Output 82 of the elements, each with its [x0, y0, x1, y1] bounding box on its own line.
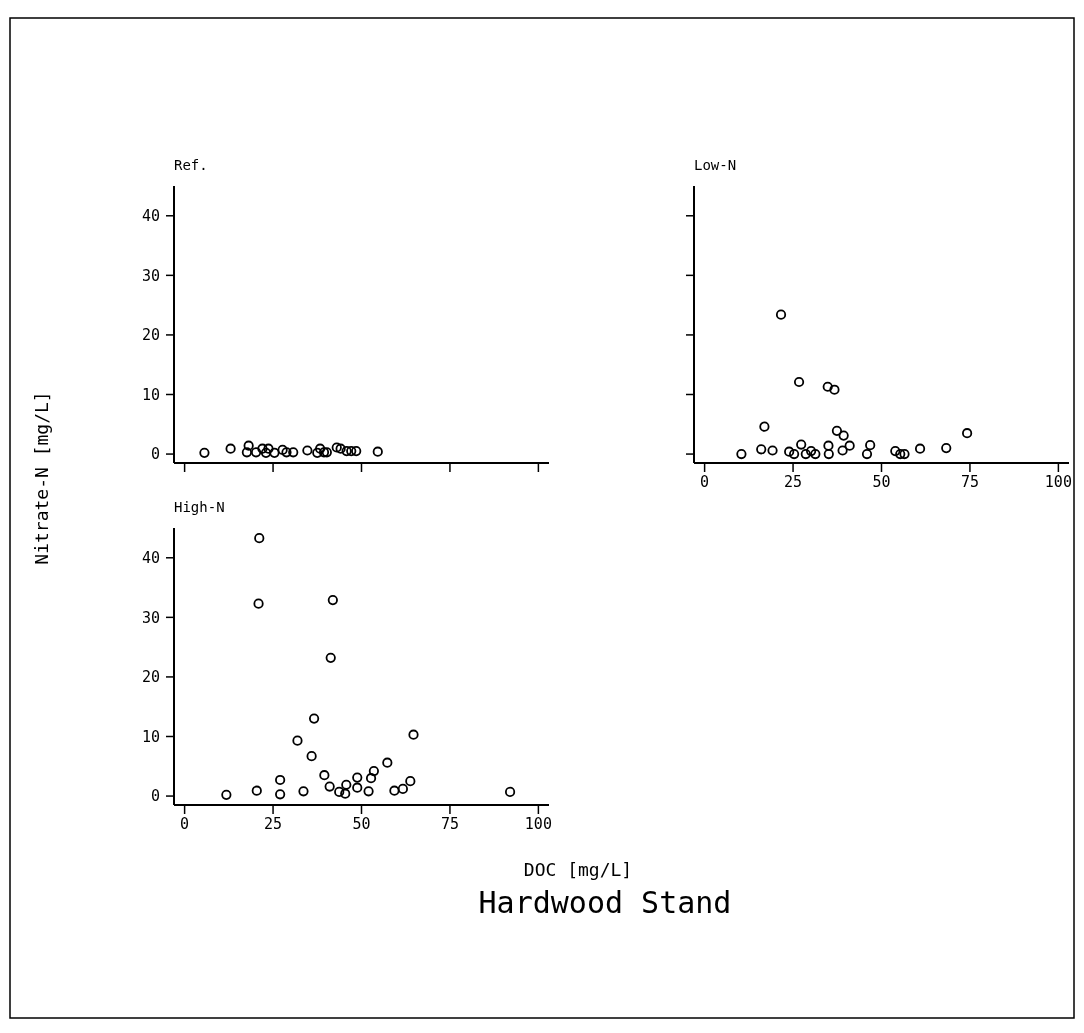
point	[756, 444, 767, 455]
point	[340, 788, 351, 799]
x-tick-label: 25	[784, 473, 803, 491]
point	[363, 786, 374, 797]
x-tick-label: 100	[524, 815, 552, 833]
x-tick-label: 75	[440, 815, 459, 833]
y-tick-label: 20	[141, 668, 160, 687]
point	[341, 779, 352, 790]
point	[767, 445, 778, 456]
chart-title: Low-N	[694, 157, 737, 173]
point	[275, 789, 286, 800]
x-tick-label: 0	[700, 473, 710, 491]
x-tick-label: 75	[960, 473, 979, 491]
x-tick-label: 100	[1044, 473, 1072, 491]
y-tick-label: 30	[141, 608, 160, 627]
point	[806, 445, 817, 457]
y-tick-label: 40	[141, 549, 160, 568]
chart-title: High-N	[174, 499, 225, 515]
text: Hardwood Stand	[478, 885, 732, 920]
y-tick-label: 0	[150, 787, 160, 806]
point	[800, 448, 811, 460]
point	[962, 428, 973, 439]
point	[789, 448, 800, 460]
point	[838, 430, 849, 441]
point	[251, 785, 262, 796]
point	[759, 421, 770, 432]
point	[793, 376, 805, 388]
point	[823, 448, 834, 460]
point	[822, 381, 833, 392]
point	[253, 598, 264, 609]
point	[319, 770, 330, 781]
point	[365, 773, 377, 784]
point	[408, 729, 419, 740]
point	[389, 785, 400, 796]
point	[775, 309, 787, 320]
point	[941, 443, 952, 454]
point	[334, 786, 345, 797]
y-tick-label: 30	[141, 266, 160, 285]
point	[308, 713, 320, 724]
y-tick-label: 10	[141, 385, 160, 404]
point	[895, 448, 906, 460]
chart-title: Ref.	[174, 157, 208, 173]
point	[504, 786, 516, 797]
point	[298, 786, 309, 797]
point	[254, 533, 265, 544]
x-tick-label: 0	[180, 815, 190, 833]
point	[823, 440, 834, 451]
point	[861, 448, 873, 460]
x-tick-label: 50	[352, 815, 371, 833]
point	[829, 384, 840, 395]
point	[324, 781, 335, 792]
point	[292, 735, 303, 746]
point	[736, 448, 747, 460]
point	[796, 439, 807, 450]
point	[221, 789, 232, 800]
y-axis-title: Nitrate-N [mg/L]	[31, 391, 52, 565]
point	[837, 445, 848, 456]
point	[306, 751, 317, 762]
point	[352, 772, 363, 783]
point	[914, 443, 926, 454]
y-tick-label: 10	[141, 727, 160, 746]
point	[352, 782, 363, 793]
point	[831, 425, 843, 436]
x-axis-title: DOC [mg/L]	[523, 859, 633, 880]
x-tick-label: 50	[872, 473, 891, 491]
point	[382, 757, 393, 768]
point	[405, 776, 416, 787]
point	[397, 783, 408, 795]
point	[865, 440, 876, 451]
point	[890, 445, 901, 457]
y-tick-label: 0	[150, 445, 160, 464]
y-tick-label: 40	[141, 207, 160, 226]
point	[810, 448, 821, 460]
point	[899, 448, 910, 460]
point	[327, 594, 338, 606]
point	[844, 440, 855, 451]
point	[325, 652, 336, 663]
point	[275, 774, 286, 786]
x-tick-label: 25	[264, 815, 283, 833]
point	[368, 765, 379, 777]
point	[784, 446, 795, 457]
y-tick-label: 20	[141, 326, 160, 345]
